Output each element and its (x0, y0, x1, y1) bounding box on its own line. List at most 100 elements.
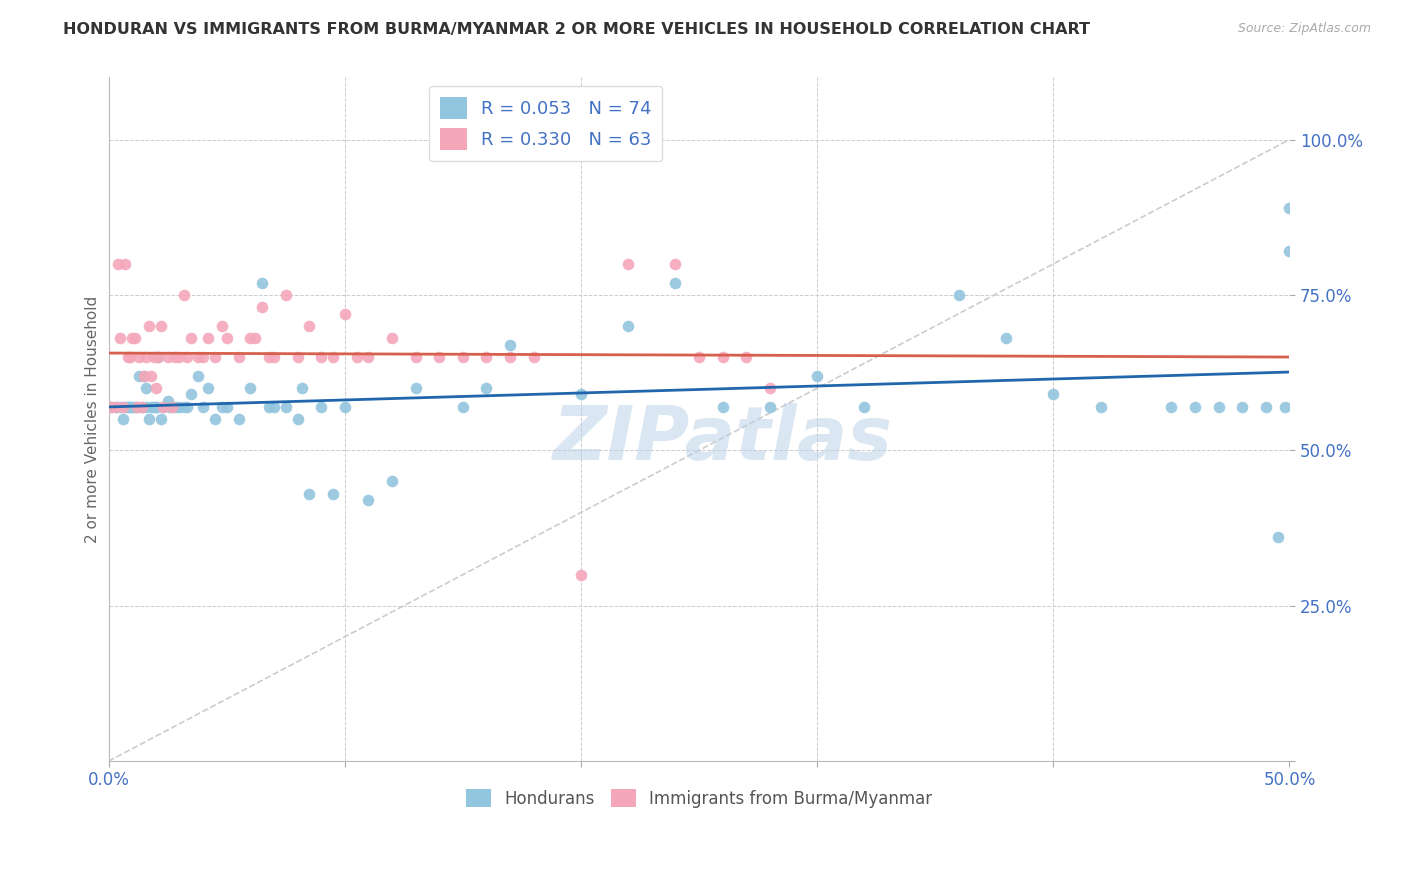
Point (176, 350, 198, 364)
Point (176, 400, 198, 414)
Point (664, 257, 686, 271)
Point (191, 400, 214, 414)
Point (357, 493, 380, 508)
Y-axis label: 2 or more Vehicles in Household: 2 or more Vehicles in Household (86, 295, 100, 543)
Point (451, 400, 474, 414)
Point (664, 276, 686, 290)
Point (204, 350, 226, 364)
Point (156, 393, 179, 408)
Point (187, 368, 209, 383)
Point (156, 350, 179, 364)
Point (124, 331, 146, 345)
Point (499, 350, 522, 364)
Point (152, 400, 174, 414)
Point (135, 400, 157, 414)
Point (357, 350, 380, 364)
Point (735, 350, 758, 364)
Text: HONDURAN VS IMMIGRANTS FROM BURMA/MYANMAR 2 OR MORE VEHICLES IN HOUSEHOLD CORREL: HONDURAN VS IMMIGRANTS FROM BURMA/MYANMA… (63, 22, 1090, 37)
Point (111, 412, 134, 426)
Point (287, 412, 309, 426)
Point (1208, 400, 1230, 414)
Point (139, 400, 162, 414)
Point (291, 381, 314, 395)
Point (117, 400, 139, 414)
Point (1267, 530, 1289, 544)
Point (853, 400, 876, 414)
Point (173, 288, 195, 302)
Point (243, 331, 266, 345)
Point (806, 368, 828, 383)
Point (759, 400, 782, 414)
Point (617, 257, 640, 271)
Point (118, 400, 141, 414)
Point (114, 257, 136, 271)
Point (333, 307, 356, 321)
Point (333, 400, 356, 414)
Point (427, 350, 450, 364)
Point (149, 412, 172, 426)
Point (322, 487, 344, 501)
Point (499, 337, 522, 351)
Point (711, 400, 734, 414)
Point (1184, 400, 1206, 414)
Point (104, 400, 127, 414)
Point (274, 288, 297, 302)
Point (204, 412, 226, 426)
Point (263, 350, 285, 364)
Point (239, 331, 262, 345)
Point (405, 381, 427, 395)
Point (139, 368, 162, 383)
Point (159, 400, 181, 414)
Point (215, 331, 238, 345)
Point (1160, 400, 1182, 414)
Point (149, 319, 172, 334)
Point (257, 350, 280, 364)
Point (163, 350, 186, 364)
Point (381, 475, 404, 489)
Point (145, 400, 167, 414)
Point (135, 381, 157, 395)
Point (569, 567, 592, 582)
Point (239, 381, 262, 395)
Point (110, 331, 132, 345)
Point (169, 400, 191, 414)
Point (688, 350, 710, 364)
Point (132, 368, 155, 383)
Point (711, 350, 734, 364)
Point (211, 400, 233, 414)
Point (250, 301, 273, 315)
Point (228, 412, 250, 426)
Point (121, 400, 143, 414)
Point (100, 400, 122, 414)
Point (298, 487, 321, 501)
Point (111, 400, 134, 414)
Point (1274, 400, 1296, 414)
Point (309, 350, 332, 364)
Point (187, 350, 209, 364)
Point (257, 400, 280, 414)
Point (263, 400, 285, 414)
Point (125, 400, 148, 414)
Point (104, 400, 127, 414)
Point (1090, 400, 1112, 414)
Point (128, 368, 150, 383)
Point (163, 400, 186, 414)
Point (100, 400, 122, 414)
Point (173, 400, 195, 414)
Point (138, 412, 160, 426)
Point (197, 381, 219, 395)
Point (114, 400, 136, 414)
Point (145, 381, 167, 395)
Point (117, 350, 139, 364)
Point (128, 350, 150, 364)
Point (211, 319, 233, 334)
Point (569, 387, 592, 401)
Point (131, 400, 153, 414)
Point (1278, 244, 1301, 259)
Point (309, 400, 332, 414)
Point (250, 276, 273, 290)
Point (142, 400, 165, 414)
Legend: Hondurans, Immigrants from Burma/Myanmar: Hondurans, Immigrants from Burma/Myanmar (458, 783, 939, 814)
Point (451, 350, 474, 364)
Point (523, 350, 546, 364)
